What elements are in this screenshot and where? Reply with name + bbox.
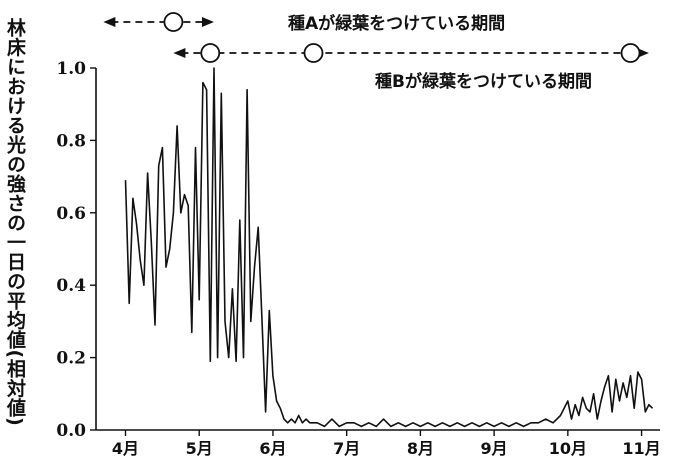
species-a-period-label: 種Aが緑葉をつけている期間 (288, 14, 506, 34)
x-tick-label: 6月 (259, 439, 286, 458)
period-marker-circle (163, 12, 184, 32)
period-arrowhead-left (173, 48, 186, 58)
period-marker-circle (620, 43, 641, 63)
x-axis-ticks: 4月 5月 6月 7月 8月 9月 10月 11月 (112, 430, 661, 458)
x-tick-label: 5月 (186, 439, 213, 458)
x-tick-label: 10月 (549, 439, 587, 458)
y-axis-label: 林床における光の強さの一日の平均値(相対値) (4, 18, 26, 427)
y-tick-label: 0.8 (56, 131, 86, 151)
y-tick-label: 0.4 (56, 276, 86, 296)
x-tick-label: 9月 (481, 439, 508, 458)
y-tick-label: 1.0 (56, 59, 86, 79)
period-arrowhead-right (201, 17, 214, 27)
x-tick-label: 4月 (112, 439, 139, 458)
y-tick-label: 0.0 (56, 421, 86, 441)
species-b-period-label: 種Bが緑葉をつけている期間 (375, 72, 592, 92)
y-tick-label: 0.2 (56, 349, 86, 369)
series-line (124, 67, 654, 428)
period-marker-circle (303, 43, 324, 63)
y-axis-ticks: 0.0 0.2 0.4 0.6 0.8 1.0 (56, 59, 96, 441)
period-arrowhead-left (103, 17, 116, 27)
leaf-period-arrows (103, 12, 649, 63)
x-tick-label: 11月 (622, 439, 660, 458)
period-marker-circle (200, 43, 221, 63)
series-lines (124, 67, 654, 428)
chart-axes (95, 68, 660, 431)
y-axis-label-box: 林床における光の強さの一日の平均値(相対値) (4, 18, 26, 468)
x-tick-label: 8月 (407, 439, 434, 458)
y-tick-label: 0.6 (56, 204, 86, 224)
x-tick-label: 7月 (333, 439, 360, 458)
